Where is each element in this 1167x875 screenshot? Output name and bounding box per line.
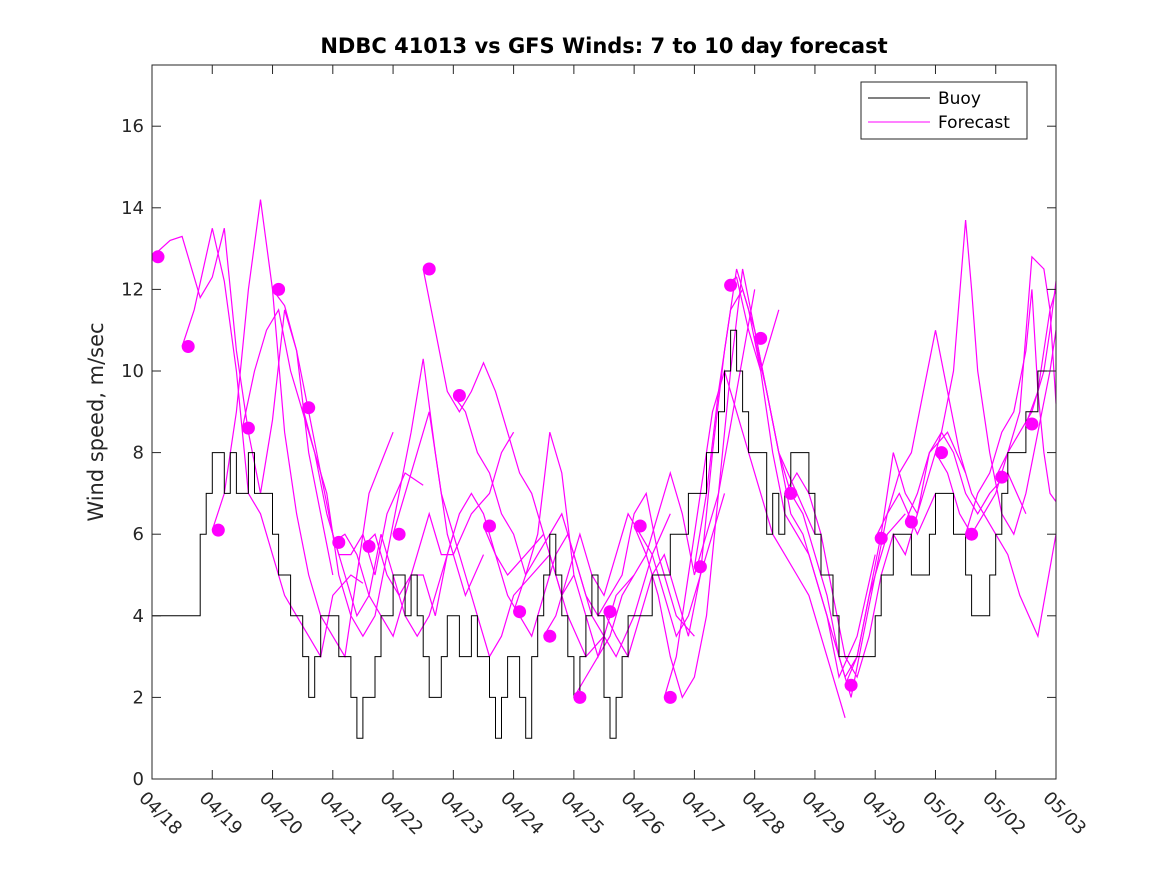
forecast-run-line-24 — [904, 219, 1057, 536]
y-tick-label: 8 — [133, 443, 144, 464]
forecast-run-line-22 — [844, 430, 1027, 686]
forecast-marker-21 — [784, 486, 798, 500]
forecast-run-line-3 — [241, 308, 424, 576]
forecast-run-line-4 — [272, 289, 454, 638]
buoy-line — [152, 329, 1056, 739]
forecast-run-line-6 — [332, 431, 515, 638]
forecast-marker-27 — [995, 470, 1009, 484]
forecast-run-line-7 — [362, 492, 545, 616]
y-axis-label: Wind speed, m/sec — [84, 322, 108, 521]
forecast-marker-12 — [513, 605, 527, 619]
forecast-run-line-14 — [573, 289, 756, 698]
forecast-run-line-9 — [422, 268, 605, 658]
y-tick-label: 16 — [121, 116, 144, 137]
forecast-marker-10 — [452, 389, 466, 402]
y-tick-label: 0 — [133, 769, 144, 790]
forecast-marker-17 — [663, 690, 677, 704]
forecast-markers — [151, 250, 1039, 704]
y-tick-label: 12 — [121, 279, 144, 300]
legend-forecast-label: Forecast — [938, 113, 1010, 133]
forecast-marker-19 — [724, 278, 738, 292]
forecast-marker-6 — [332, 535, 346, 549]
forecast-marker-11 — [483, 519, 496, 533]
forecast-marker-4 — [272, 282, 286, 296]
y-tick-label: 6 — [133, 524, 144, 545]
forecast-marker-5 — [302, 401, 316, 415]
y-tick-label: 14 — [121, 198, 144, 219]
plot-frame — [151, 64, 1057, 780]
forecast-marker-15 — [603, 605, 617, 619]
forecast-marker-28 — [1025, 417, 1039, 431]
forecast-marker-0 — [151, 250, 165, 264]
forecast-run-line-28 — [1025, 309, 1057, 425]
forecast-run-line-26 — [965, 289, 1057, 535]
forecast-marker-13 — [543, 629, 557, 643]
forecast-marker-9 — [422, 262, 436, 276]
legend-buoy-label: Buoy — [938, 89, 981, 109]
y-axis: 0 2 4 6 8 10 12 14 16 — [121, 116, 1056, 790]
y-tick-label: 2 — [133, 687, 144, 708]
forecast-marker-25 — [935, 446, 948, 460]
legend: Buoy Forecast — [860, 81, 1028, 140]
chart-title: NDBC 41013 vs GFS Winds: 7 to 10 day for… — [320, 34, 887, 58]
forecast-marker-16 — [633, 519, 647, 533]
forecast-run-line-21 — [784, 431, 967, 679]
forecast-marker-24 — [904, 515, 918, 529]
legend-box — [860, 81, 1028, 140]
forecast-marker-20 — [754, 331, 768, 345]
forecast-run-line-10 — [452, 395, 635, 659]
forecast-marker-1 — [181, 340, 195, 353]
forecast-series — [151, 199, 1057, 718]
forecast-marker-23 — [874, 531, 888, 545]
y-tick-label: 10 — [121, 361, 144, 382]
forecast-marker-8 — [392, 527, 406, 541]
forecast-run-line-5 — [302, 358, 485, 638]
forecast-marker-22 — [844, 678, 858, 692]
forecast-marker-14 — [573, 690, 587, 704]
buoy-series — [152, 329, 1056, 739]
forecast-marker-26 — [965, 527, 979, 541]
forecast-run-line-23 — [874, 330, 1057, 639]
y-tick-label: 4 — [133, 606, 144, 627]
forecast-marker-3 — [241, 421, 255, 435]
forecast-marker-18 — [693, 560, 707, 574]
forecast-marker-7 — [362, 539, 376, 553]
forecast-marker-2 — [211, 523, 225, 537]
